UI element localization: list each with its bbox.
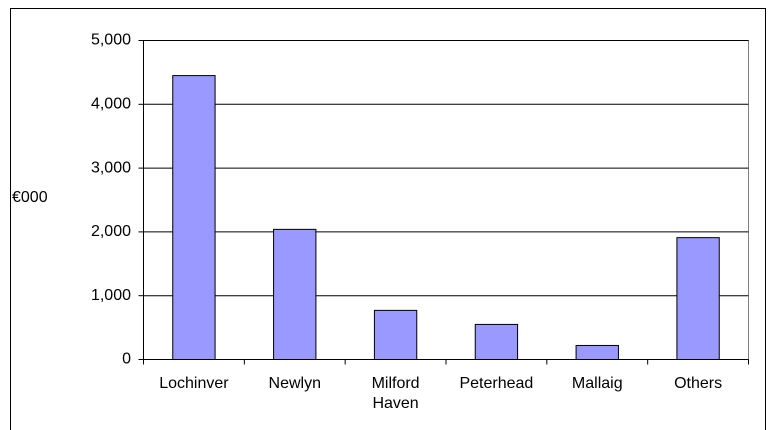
y-tick-label: 3,000	[91, 159, 131, 176]
bar	[373, 309, 418, 360]
y-axis-label: €000	[12, 189, 48, 206]
bar	[172, 75, 216, 360]
x-tick-label: Newlyn	[268, 374, 321, 392]
x-tick-label: Others	[674, 374, 723, 392]
bar	[575, 344, 619, 360]
x-tick-label: Mallaig	[571, 374, 623, 392]
plot-area	[143, 40, 749, 360]
bar	[474, 323, 519, 361]
y-tick-label: 5,000	[91, 32, 131, 49]
x-tick-label: Peterhead	[459, 374, 534, 392]
x-tick-label: Lochinver	[159, 374, 229, 392]
y-tick-label: 2,000	[91, 223, 131, 240]
x-tick-label: Milford Haven	[371, 374, 420, 412]
y-tick-label: 4,000	[91, 96, 131, 113]
y-tick-label: 0	[122, 351, 131, 368]
bar	[273, 228, 317, 360]
bar	[676, 237, 720, 360]
y-tick-label: 1,000	[91, 287, 131, 304]
